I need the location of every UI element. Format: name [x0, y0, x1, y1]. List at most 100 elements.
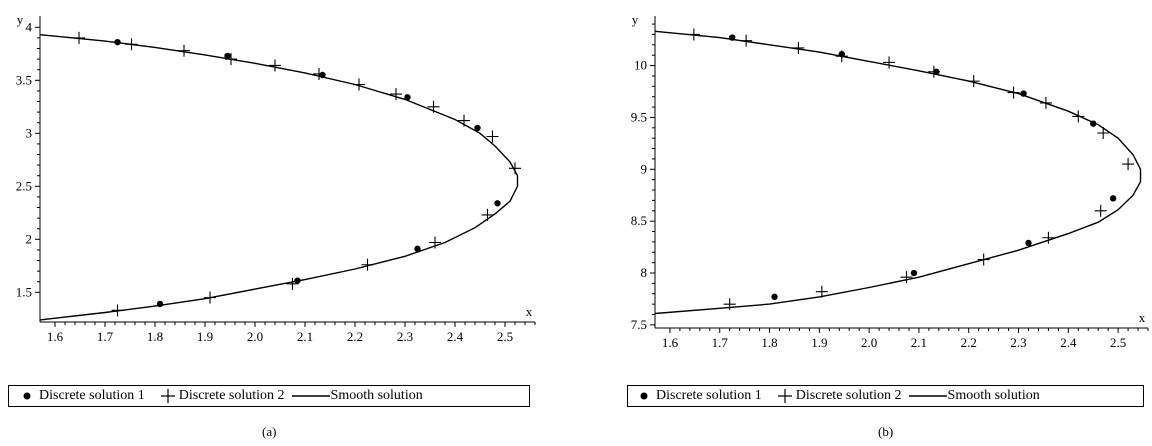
discrete-solution-2-point — [977, 253, 990, 266]
y-axis-label: y — [632, 12, 639, 27]
discrete-solution-1-point — [414, 245, 421, 253]
discrete-solution-2-point — [458, 114, 470, 127]
x-tick-label: 1.8 — [147, 329, 163, 344]
discrete-solution-2-point — [125, 38, 138, 51]
y-tick-label: 9.5 — [631, 109, 647, 124]
discrete-solution-2-point — [429, 236, 441, 249]
legend-b: Discrete solution 1 Discrete solution 2 … — [627, 385, 1144, 407]
y-axis-label: y — [17, 12, 24, 27]
y-tick-label: 8.5 — [631, 213, 647, 228]
discrete-solution-2-point — [486, 130, 499, 143]
discrete-solution-2-point — [1094, 204, 1107, 217]
discrete-solution-2-point — [111, 304, 124, 317]
discrete-solution-2-point — [269, 59, 281, 72]
discrete-solution-2-point — [687, 28, 700, 41]
discrete-solution-1-point — [1109, 195, 1117, 202]
legend-label-smooth: Smooth solution — [330, 388, 423, 403]
discrete-solution-1-point — [224, 52, 231, 60]
legend-label-discrete-1: Discrete solution 1 — [39, 388, 145, 403]
discrete-solution-2-point — [1072, 110, 1085, 123]
y-tick-label: 3.5 — [16, 72, 32, 87]
x-tick-label: 1.7 — [97, 329, 114, 344]
discrete-solution-2-point — [390, 88, 402, 101]
discrete-solution-2-point — [427, 100, 440, 113]
x-tick-label: 2.4 — [1060, 335, 1077, 350]
x-tick-label: 1.6 — [47, 329, 64, 344]
discrete-solution-2-point — [927, 65, 940, 78]
discrete-solution-2-point — [361, 258, 374, 271]
x-axis-label: x — [526, 304, 533, 319]
x-tick-label: 2.3 — [397, 329, 413, 344]
x-axis-label: x — [1139, 310, 1146, 325]
smooth-solution-curve — [39, 34, 519, 321]
discrete-solution-2-point — [204, 291, 216, 304]
discrete-solution-2-point — [509, 162, 521, 175]
x-tick-label: 2.5 — [497, 329, 513, 344]
discrete-solution-2-point — [313, 67, 325, 80]
discrete-solution-1-point — [474, 124, 481, 132]
discrete-solution-1-point — [771, 293, 778, 301]
discrete-solution-2-point — [792, 41, 805, 54]
discrete-solution-1-point — [156, 300, 164, 308]
discrete-solution-1-point — [1025, 239, 1032, 247]
legend-item-discrete-2: Discrete solution 2 — [157, 388, 285, 404]
plot-panel-a: 1.6 1.7 1.8 1.9 2.0 2.1 2.2 2.3 2.4 2.5 1.5 2 2.5 3 3.… — [16, 12, 536, 344]
legend-item-discrete-1: Discrete solution 1 — [636, 388, 762, 404]
x-tick-label: 2.5 — [1110, 335, 1126, 350]
y-tick-label: 7.5 — [631, 317, 647, 332]
legend-label-smooth: Smooth solution — [947, 388, 1040, 403]
dot-marker-icon — [23, 392, 31, 400]
line-marker-icon — [908, 395, 947, 397]
x-tick-label: 1.9 — [811, 335, 827, 350]
legend-item-smooth: Smooth solution — [908, 388, 1040, 404]
x-tick-label: 2.0 — [861, 335, 877, 350]
x-tick-label: 1.6 — [662, 335, 679, 350]
discrete-solution-2-point — [815, 285, 828, 298]
discrete-solution-2-point — [225, 53, 237, 66]
discrete-solution-2-point — [73, 31, 85, 44]
y-tick-label: 2 — [26, 231, 33, 246]
x-tick-label: 2.2 — [347, 329, 363, 344]
legend-label-discrete-2: Discrete solution 2 — [178, 388, 285, 403]
x-tick-label: 1.7 — [712, 335, 729, 350]
x-tick-label: 1.8 — [761, 335, 777, 350]
x-tick-label: 2.1 — [911, 335, 927, 350]
discrete-solution-2-point — [178, 44, 190, 57]
discrete-solution-2-point — [900, 271, 913, 284]
caption-a: (a) — [262, 424, 277, 439]
discrete-solution-1-point — [1090, 120, 1097, 127]
legend-label-discrete-1: Discrete solution 1 — [656, 388, 762, 403]
legend-a: Discrete solution 1 Discrete solution 2 … — [8, 385, 530, 407]
y-tick-label: 8 — [641, 265, 648, 280]
y-tick-label: 3 — [26, 125, 33, 140]
discrete-solution-1-point — [294, 277, 301, 284]
discrete-solution-1-point — [910, 269, 918, 277]
x-tick-label: 2.4 — [447, 329, 464, 344]
discrete-solution-1-point — [404, 94, 411, 101]
x-tick-label: 2.0 — [247, 329, 263, 344]
discrete-solution-1-point — [494, 200, 501, 207]
discrete-solution-2-point — [723, 298, 736, 311]
discrete-solution-2-point — [1097, 126, 1110, 139]
caption-b: (b) — [878, 424, 894, 439]
plus-marker-icon — [777, 389, 792, 403]
plus-marker-icon — [160, 389, 175, 403]
y-tick-label: 2.5 — [16, 178, 32, 193]
discrete-solution-2-point — [883, 56, 896, 69]
dot-marker-icon — [640, 392, 648, 400]
x-tick-label: 2.1 — [297, 329, 313, 344]
discrete-solution-2-point — [1042, 231, 1055, 244]
y-tick-label: 4 — [26, 19, 33, 34]
discrete-solution-2-point — [835, 50, 848, 63]
plot-panel-b: 1.6 1.7 1.8 1.9 2.0 2.1 2.2 2.3 2.4 2.5 7.5 8 8.5 9 9.… — [631, 12, 1149, 350]
discrete-solution-2-point — [286, 277, 299, 290]
legend-item-smooth: Smooth solution — [291, 388, 423, 404]
y-tick-label: 9 — [641, 161, 648, 176]
line-marker-icon — [291, 395, 330, 397]
discrete-solution-2-point — [1122, 158, 1135, 171]
discrete-solution-1-point — [319, 71, 326, 79]
x-tick-label: 2.2 — [961, 335, 977, 350]
discrete-solution-2-point — [1039, 96, 1052, 109]
discrete-solution-1-point — [114, 38, 121, 46]
